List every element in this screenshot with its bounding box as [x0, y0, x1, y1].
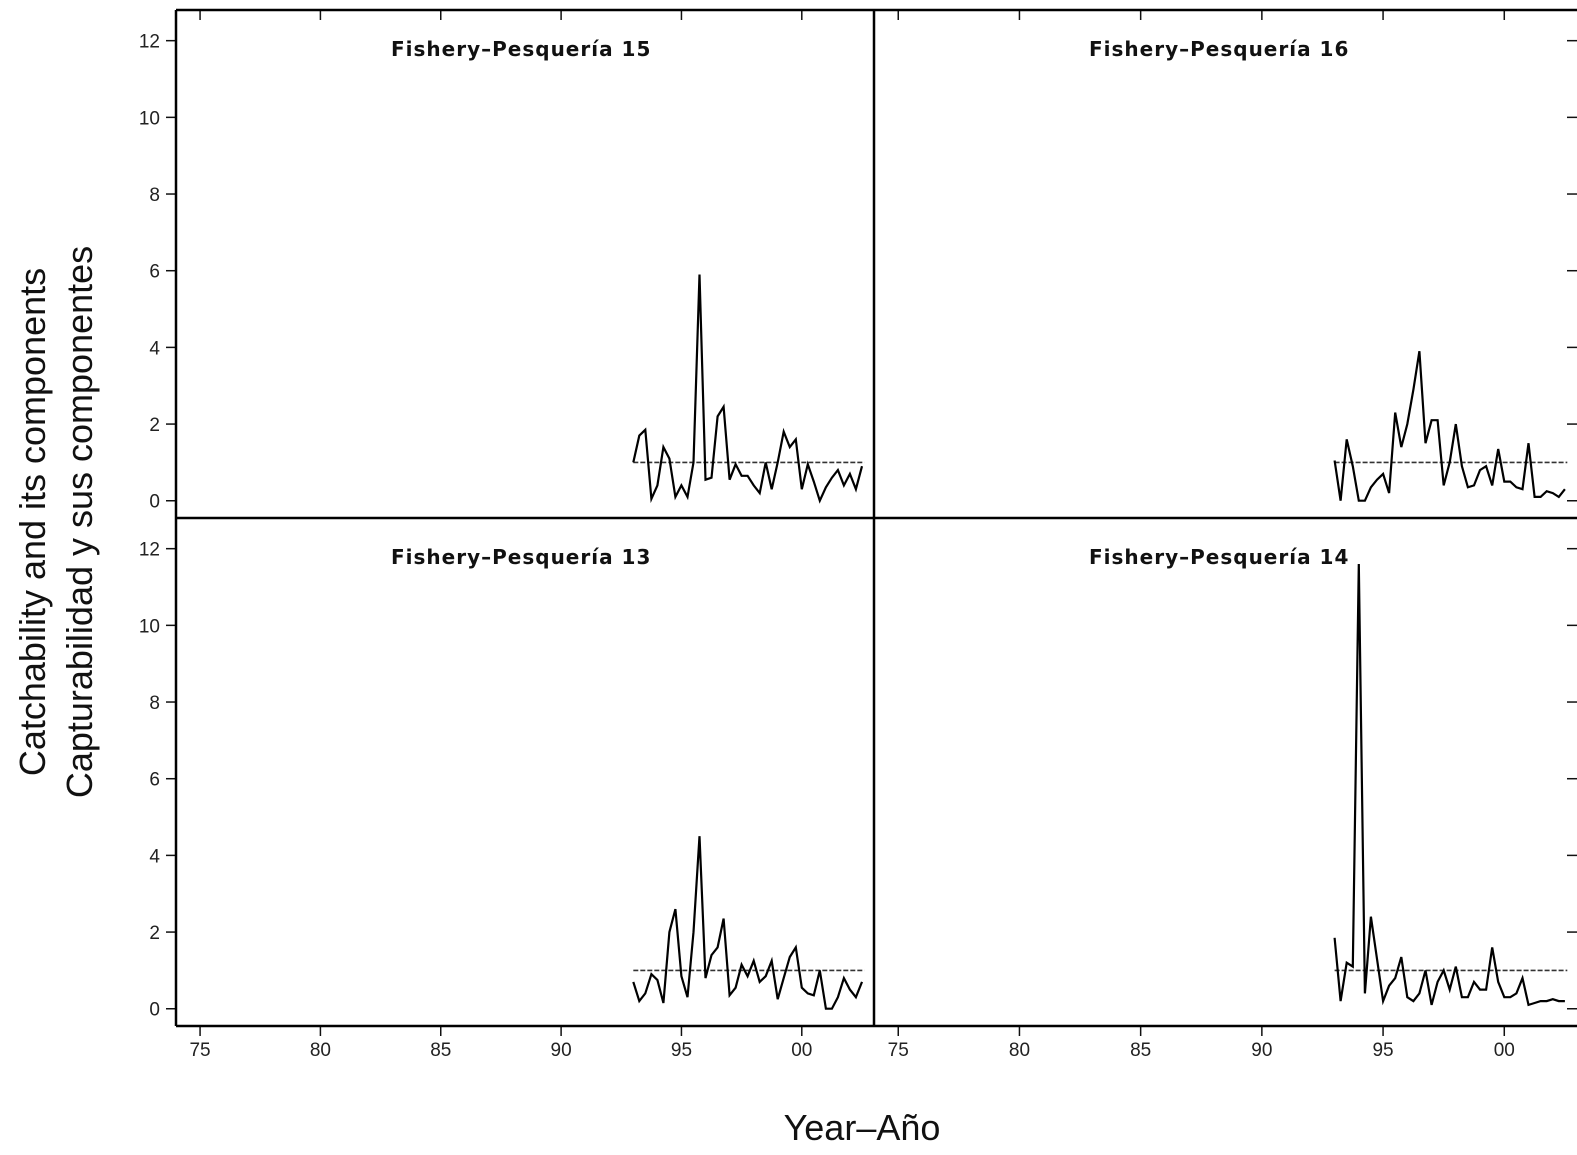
y-tick-label: 12 [139, 32, 160, 53]
y-tick-label: 10 [139, 108, 160, 129]
series-line [632, 836, 864, 1010]
x-tick-label: 85 [1130, 1040, 1151, 1061]
panel-title: Fishery–Pesquería 14 [1089, 545, 1349, 569]
x-tick-label: 90 [551, 1040, 572, 1061]
y-tick-label: 10 [139, 616, 160, 637]
y-tick-label: 4 [149, 846, 160, 867]
x-tick-label: 75 [888, 1040, 909, 1061]
panel-bottom-right: Fishery–Pesquería 14 75 80 85 90 95 00 [888, 545, 1577, 1061]
y-tick-label: 8 [149, 693, 160, 714]
y-axis-title-line-2: Capturabilidad y sus componentes [59, 246, 100, 798]
x-tick-label: 80 [310, 1040, 331, 1061]
series-line [632, 274, 864, 504]
x-tick-label: 75 [189, 1040, 210, 1061]
series-line [1333, 351, 1566, 502]
panel-title: Fishery–Pesquería 16 [1089, 37, 1349, 61]
y-tick-label: 2 [149, 415, 160, 436]
outer-frame [174, 8, 1577, 1028]
y-tick-label: 0 [149, 1000, 160, 1021]
y-axis-title-line-1: Catchability and its components [12, 268, 53, 776]
x-tick-label: 95 [671, 1040, 692, 1061]
x-tick-label: 00 [1494, 1040, 1515, 1061]
x-axis-title: Year–Año [784, 1107, 941, 1148]
panel-title: Fishery–Pesquería 13 [391, 545, 651, 569]
x-tick-label: 00 [791, 1040, 812, 1061]
panel-title: Fishery–Pesquería 15 [391, 37, 651, 61]
panel-top-left: Fishery–Pesquería 15 0 2 4 6 8 10 12 [139, 10, 865, 513]
x-tick-label: 90 [1251, 1040, 1272, 1061]
y-tick-label: 6 [149, 770, 160, 791]
panel-bottom-left: Fishery–Pesquería 13 0 2 4 6 8 10 12 75 80 85 90 95 0… [139, 540, 865, 1061]
y-tick-label: 12 [139, 540, 160, 561]
y-tick-label: 6 [149, 262, 160, 283]
series-line [1333, 563, 1565, 1007]
y-tick-label: 2 [149, 923, 160, 944]
y-tick-label: 0 [149, 492, 160, 513]
x-tick-label: 95 [1372, 1040, 1393, 1061]
y-tick-label: 4 [149, 338, 160, 359]
panel-top-right: Fishery–Pesquería 16 [897, 10, 1577, 502]
y-tick-label: 8 [149, 185, 160, 206]
x-tick-label: 85 [430, 1040, 451, 1061]
x-tick-label: 80 [1009, 1040, 1030, 1061]
